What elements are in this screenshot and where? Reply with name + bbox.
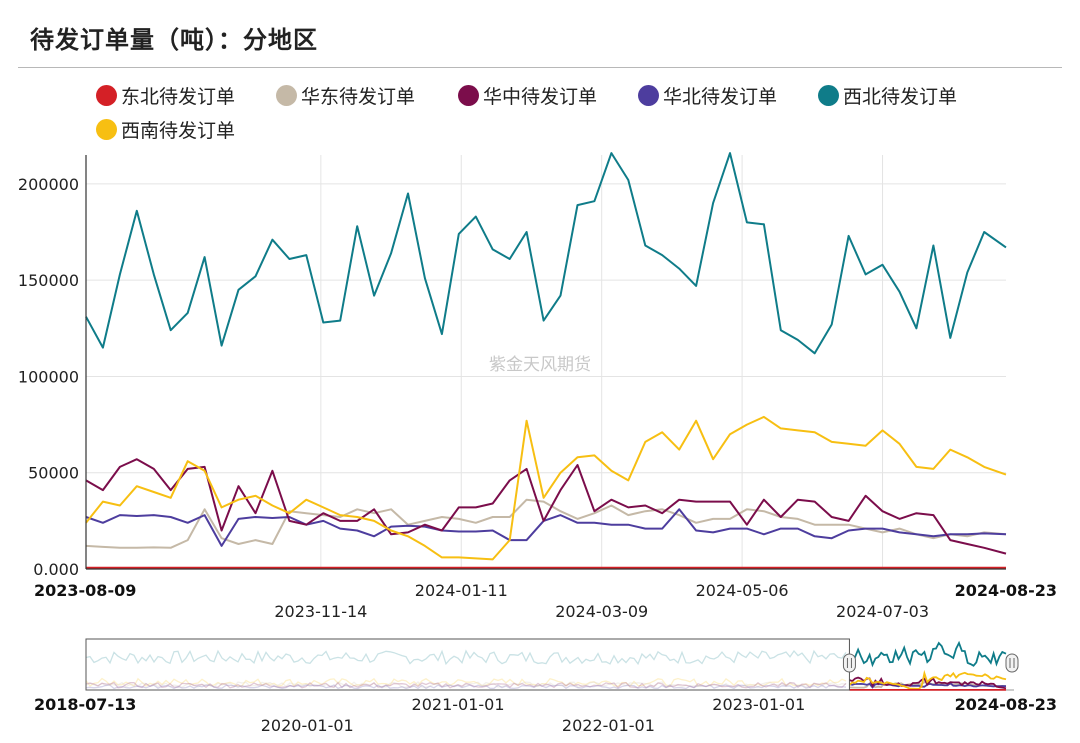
- legend-item[interactable]: 西北待发订单: [818, 82, 957, 109]
- navigator-series-line: [848, 669, 1007, 690]
- x-tick-label: 2023-11-14: [274, 602, 367, 621]
- navigator-tick-label: 2020-01-01: [261, 716, 354, 735]
- legend-item[interactable]: 华中待发订单: [458, 82, 597, 109]
- series-line: [85, 498, 1007, 549]
- navigator-history-line: [85, 649, 847, 666]
- legend-item[interactable]: 华东待发订单: [276, 82, 415, 109]
- x-tick-label: 2024-08-23: [955, 581, 1057, 600]
- x-tick-label: 2024-05-06: [696, 581, 789, 600]
- chart-title: 待发订单量（吨）：分地区: [30, 26, 318, 54]
- watermark: 紫金天风期货: [489, 355, 591, 375]
- legend-marker: [638, 85, 659, 106]
- legend-label: 东北待发订单: [121, 86, 236, 108]
- navigator-tick-label: 2023-01-01: [712, 695, 805, 714]
- legend-label: 华北待发订单: [663, 86, 778, 108]
- legend-label: 西南待发订单: [121, 120, 236, 142]
- navigator-series-line: [848, 640, 1007, 668]
- navigator-series-line: [849, 676, 1007, 690]
- navigator-tick-label: 2024-08-23: [955, 695, 1057, 714]
- navigator-history-line: [85, 677, 847, 688]
- navigator-history-line: [85, 684, 847, 690]
- x-tick-label: 2024-07-03: [836, 602, 929, 621]
- x-tick-label: 2023-08-09: [34, 581, 136, 600]
- legend-item[interactable]: 东北待发订单: [96, 82, 235, 109]
- legend-marker: [458, 85, 479, 106]
- legend-label: 西北待发订单: [843, 86, 958, 108]
- series-line: [85, 415, 1007, 561]
- navigator-history-line: [85, 681, 847, 688]
- legend-marker: [818, 85, 839, 106]
- legend-label: 华东待发订单: [301, 86, 416, 108]
- y-tick-label: 150000: [18, 271, 79, 290]
- navigator-tick-label: 2018-07-13: [34, 695, 136, 714]
- legend-marker: [276, 85, 297, 106]
- navigator-handle: [1005, 653, 1019, 673]
- x-tick-label: 2024-03-09: [555, 602, 648, 621]
- x-tick-label: 2024-01-11: [415, 581, 508, 600]
- legend-marker: [96, 119, 117, 140]
- legend-marker: [96, 85, 117, 106]
- navigator-unselected-range: [85, 638, 850, 691]
- grid-lines: [86, 155, 1006, 569]
- y-tick-label: 200000: [18, 175, 79, 194]
- y-tick-label: 100000: [18, 367, 79, 386]
- navigator-tick-label: 2021-01-01: [412, 695, 505, 714]
- series-line: [85, 152, 1007, 355]
- axes: 0.000 50000 100000 150000 200000 2023-08-09 20…: [18, 155, 1057, 621]
- navigator-tick-label: 2022-01-01: [562, 716, 655, 735]
- title-divider: [18, 67, 1062, 68]
- range-navigator[interactable]: 2018-07-13 2020-01-01 2021-01-01 2022-01-01…: [34, 638, 1057, 735]
- legend-item[interactable]: 西南待发订单: [96, 116, 235, 143]
- series-lines: [85, 152, 1007, 569]
- y-tick-label: 50000: [28, 464, 79, 483]
- legend-item[interactable]: 华北待发订单: [638, 82, 777, 109]
- legend-label: 华中待发订单: [483, 86, 598, 108]
- navigator-history-line: [85, 681, 847, 689]
- series-line: [85, 458, 1007, 555]
- navigator-handle: [842, 653, 856, 673]
- y-tick-label: 0.000: [33, 560, 79, 579]
